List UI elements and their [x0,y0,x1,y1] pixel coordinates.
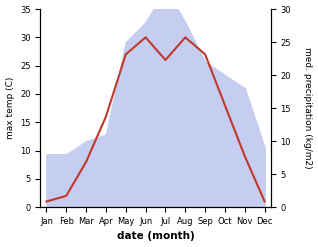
Y-axis label: med. precipitation (kg/m2): med. precipitation (kg/m2) [303,47,313,169]
X-axis label: date (month): date (month) [117,231,194,242]
Y-axis label: max temp (C): max temp (C) [5,77,15,139]
